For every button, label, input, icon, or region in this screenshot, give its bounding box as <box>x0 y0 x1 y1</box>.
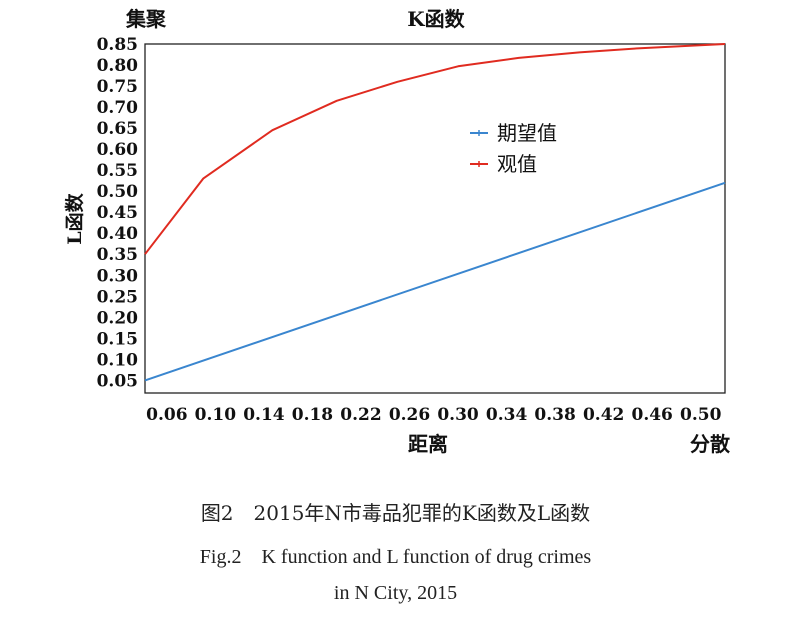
x-tick-label: 0.18 <box>292 405 333 425</box>
y-tick-label: 0.30 <box>97 266 139 286</box>
y-tick-label: 0.50 <box>97 182 139 202</box>
legend-label: 观值 <box>497 152 537 176</box>
x-axis-label: 距离 <box>408 432 448 456</box>
x-tick-label: 0.38 <box>534 405 575 425</box>
x-tick-labels: 0.06 0.10 0.14 0.18 0.22 0.26 0.30 0.34 0.38 0.42… <box>146 405 721 425</box>
corner-label-bottom-right: 分散 <box>690 432 731 456</box>
legend-label: 期望值 <box>497 121 557 145</box>
figure-caption-english-line1: Fig.2 K function and L function of drug … <box>199 546 592 568</box>
y-tick-label: 0.55 <box>97 161 138 181</box>
x-tick-label: 0.34 <box>486 405 528 425</box>
y-tick-label: 0.05 <box>97 371 138 391</box>
x-tick-label: 0.46 <box>631 405 672 425</box>
y-tick-label: 0.25 <box>97 287 138 307</box>
figure-caption-chinese: 图2 2015年N市毒品犯罪的K函数及L函数 <box>200 501 591 525</box>
corner-label-top-left: 集聚 <box>125 7 167 31</box>
y-tick-label: 0.65 <box>97 119 138 139</box>
y-tick-label: 0.15 <box>97 329 138 349</box>
x-tick-label: 0.10 <box>195 405 237 425</box>
y-tick-labels: 0.850.800.750.700.650.600.550.500.450.40… <box>97 35 139 391</box>
y-tick-label: 0.60 <box>97 140 139 160</box>
x-tick-label: 0.26 <box>389 405 430 425</box>
x-tick-label: 0.06 <box>146 405 187 425</box>
x-tick-label: 0.42 <box>583 405 624 425</box>
chart: 集聚 K函数 L函数 距离 分散 0.850.800.750.700.650.6… <box>63 7 731 456</box>
series-lines <box>144 43 726 382</box>
x-tick-label: 0.22 <box>340 405 381 425</box>
y-tick-label: 0.40 <box>97 224 139 244</box>
y-tick-label: 0.85 <box>97 35 138 55</box>
x-tick-label: 0.14 <box>243 405 285 425</box>
y-tick-label: 0.35 <box>97 245 138 265</box>
y-tick-label: 0.70 <box>97 98 139 118</box>
y-axis-label: L函数 <box>63 192 86 244</box>
chart-title: K函数 <box>407 7 465 31</box>
figure-caption-english-line2: in N City, 2015 <box>333 582 458 604</box>
y-tick-label: 0.45 <box>97 203 138 223</box>
x-tick-label: 0.30 <box>437 405 479 425</box>
y-tick-label: 0.80 <box>97 56 139 76</box>
series-line-1 <box>144 43 726 255</box>
y-tick-label: 0.20 <box>97 308 139 328</box>
y-tick-label: 0.75 <box>97 77 138 97</box>
y-tick-label: 0.10 <box>97 350 139 370</box>
x-tick-label: 0.50 <box>680 405 722 425</box>
series-line-0 <box>144 181 726 382</box>
plot-area-frame <box>144 43 726 394</box>
